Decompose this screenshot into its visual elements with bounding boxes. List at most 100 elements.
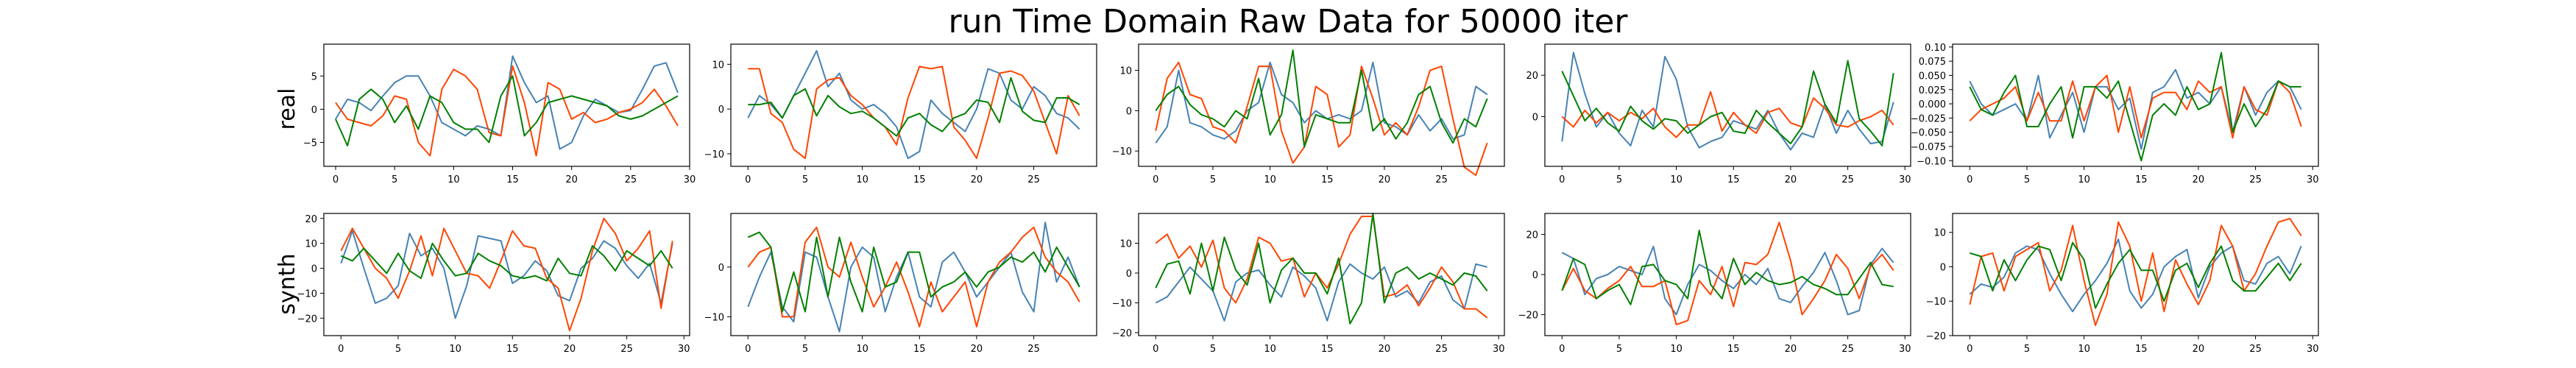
series-line-3 [748,77,1080,137]
x-tick-label: 0 [1967,344,1972,355]
y-tick-label: −0.075 [1911,142,1946,153]
y-tick-label: 0 [1532,270,1538,281]
x-tick-label: 5 [1210,344,1216,355]
y-tick-label: −10 [297,289,317,300]
y-tick-label: 0.000 [1919,99,1946,110]
series-line-2 [340,217,673,332]
series-line-1 [1155,263,1487,322]
series-line-2 [1155,216,1488,319]
y-tick-label: −0.10 [1917,156,1946,167]
y-tick-label: −10 [1112,146,1132,158]
x-tick-label: 5 [1616,174,1622,185]
y-tick-label: 10 [1119,238,1132,250]
x-tick-label: 20 [1785,174,1797,185]
x-tick-label: 0 [1153,174,1158,185]
row-label-real: real [275,88,300,130]
y-tick-label: 0 [311,264,317,275]
axes-frame [1544,43,1911,167]
series-line-2 [748,66,1080,160]
y-tick-label: −10 [704,149,724,160]
x-tick-label: 25 [620,344,633,355]
x-tick-label: 5 [395,344,401,355]
x-tick-label: 10 [1670,174,1682,185]
x-tick-label: 0 [1967,174,1972,185]
x-tick-label: 10 [1264,344,1276,355]
x-tick-label: 15 [913,344,926,355]
y-tick-label: −20 [1518,310,1538,321]
subplot-synth-5: 0 5 10 15 20 25 30 −20 −10 0 10 [1926,213,2319,355]
series-line-1 [340,230,673,319]
x-tick-label: 0 [1559,344,1565,355]
y-tick-label: 0 [1126,269,1132,280]
x-tick-label: 15 [506,174,519,185]
x-tick-label: 15 [1321,174,1334,185]
x-tick-label: 5 [802,174,808,185]
x-tick-label: 20 [971,174,983,185]
subplot-synth-2: 0 5 10 15 20 25 −10 0 [704,213,1097,355]
x-tick-label: 25 [1841,344,1854,355]
x-tick-label: 10 [856,174,868,185]
series-line-1 [747,222,1080,333]
y-tick-label: −5 [303,138,317,149]
y-tick-label: 10 [1119,66,1132,77]
subplot-synth-3: 0 5 10 15 20 25 30 −20 −10 0 10 [1112,213,1505,355]
x-tick-label: 15 [2135,344,2148,355]
subplot-synth-1: 0 5 10 15 20 25 30 −20 −10 0 10 20 [297,213,690,355]
subplot-real-5: 0 5 10 15 20 25 30 −0.10 −0.075 −0.050 −0.025 0.000… [1911,43,2319,185]
subplot-real-4: 0 5 10 15 20 25 30 0 20 [1526,43,1911,185]
series-line-2 [335,65,679,157]
x-tick-label: 0 [338,344,344,355]
series-line-3 [1561,230,1894,305]
x-tick-label: 5 [392,174,397,185]
axes-frame [1952,43,2319,167]
y-tick-label: 0 [1126,106,1132,117]
y-tick-label: 0 [311,105,317,116]
x-tick-label: 20 [1379,174,1391,185]
x-tick-label: 20 [2193,174,2205,185]
x-tick-label: 5 [2024,344,2030,355]
y-tick-label: 0 [1940,262,1946,273]
axes-frame [1544,213,1911,336]
y-tick-label: 20 [1526,71,1538,82]
x-tick-label: 30 [2307,344,2319,355]
y-tick-label: −20 [1926,331,1946,342]
subplot-real-1: 0 5 10 15 20 25 30 −5 0 5 [303,43,696,185]
x-tick-label: 15 [913,174,926,185]
series-line-3 [1155,49,1488,148]
x-tick-label: 20 [565,174,578,185]
x-tick-label: 25 [625,174,637,185]
x-tick-label: 0 [1153,344,1158,355]
series-line-2 [1155,61,1488,177]
x-tick-label: 15 [1727,344,1740,355]
x-tick-label: 20 [971,344,983,355]
series-line-3 [335,75,679,146]
subplot-grid: 0 5 10 15 20 25 30 −5 0 5 0 5 10 15 20 25 −10 0 10 0 5 10 15 20… [297,43,2319,355]
x-tick-label: 5 [2024,174,2030,185]
y-tick-label: 10 [1933,228,1946,239]
y-tick-label: 20 [1526,230,1538,241]
series-line-2 [1969,218,2302,326]
x-tick-label: 30 [1899,344,1911,355]
y-tick-label: −20 [1112,328,1132,339]
x-tick-label: 10 [447,174,460,185]
axes-frame [1952,213,2319,336]
axes-frame [323,43,690,167]
x-tick-label: 10 [2078,344,2090,355]
x-tick-label: 15 [1321,344,1334,355]
figure-title: run Time Domain Raw Data for 50000 iter [949,3,1629,40]
y-tick-label: 0.050 [1919,71,1946,82]
x-tick-label: 30 [1899,174,1911,185]
subplot-real-2: 0 5 10 15 20 25 −10 0 10 [704,43,1097,185]
x-tick-label: 20 [2193,344,2205,355]
y-tick-label: −20 [297,314,317,325]
x-tick-label: 10 [1670,344,1682,355]
x-tick-label: 30 [678,344,690,355]
series-line-3 [747,231,1080,313]
series-line-3 [1969,52,2301,162]
y-tick-label: 0.025 [1919,85,1946,96]
y-tick-label: 10 [305,239,317,250]
y-tick-label: 20 [305,214,317,225]
x-tick-label: 20 [1785,344,1797,355]
y-tick-label: −0.050 [1911,128,1946,139]
